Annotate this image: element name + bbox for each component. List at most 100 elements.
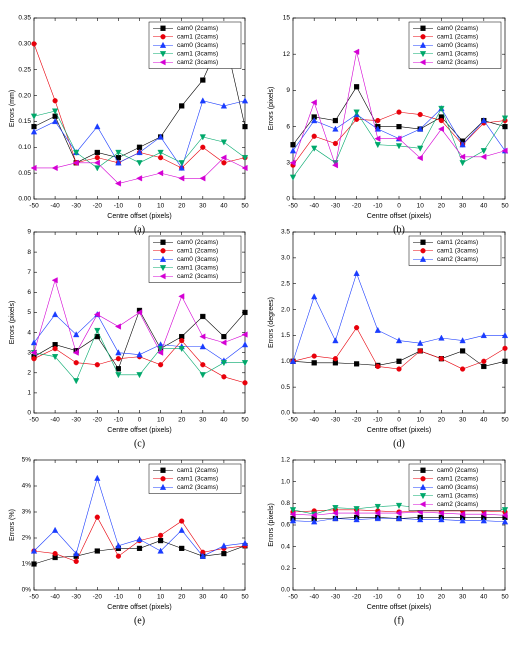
legend-label: cam1 (3cams) [177,264,218,271]
legend-label: cam0 (2cams) [177,25,218,32]
legend-marker [420,25,426,31]
marker [417,516,424,523]
x-axis-label: Centre offset (pixels) [367,604,431,611]
y-tick-label: 0.5 [281,384,290,391]
y-tick-label: 6 [286,123,290,130]
x-tick-label: -50 [29,594,39,601]
marker [115,356,122,362]
marker [52,550,58,557]
legend-marker [159,41,167,48]
marker [241,155,249,162]
legend-label: cam1 (2cams) [177,33,218,40]
marker [94,548,100,554]
x-tick-label: 10 [417,594,425,601]
x-tick-label: 0 [138,417,142,424]
marker [241,164,248,172]
y-axis-label: Errors (%) [9,509,16,541]
marker [480,517,487,524]
marker [115,372,122,379]
marker [200,77,206,83]
marker [310,99,317,106]
x-tick-label: 30 [459,594,467,601]
marker [115,149,122,156]
x-tick-label: 10 [157,417,165,424]
legend-marker [160,248,166,254]
x-tick-label: -20 [352,594,362,601]
marker [438,356,445,362]
marker [501,507,509,514]
y-tick-label: 0.0 [281,410,290,417]
caption: (a) [134,224,145,235]
marker [136,149,143,156]
marker [220,102,228,109]
x-tick-label: -50 [29,203,39,210]
marker [136,351,143,358]
marker [94,327,101,334]
x-tick-label: -20 [93,203,103,210]
y-tick-label: 0 [286,196,290,203]
marker [502,358,508,364]
caption: (b) [393,224,405,235]
marker [115,349,122,356]
marker [417,339,424,346]
marker [242,309,248,316]
x-tick-label: 30 [199,203,207,210]
y-tick-label: 5% [22,457,32,464]
marker [437,125,444,133]
marker [199,134,206,141]
y-tick-label: 7 [27,269,31,276]
marker [94,155,100,161]
marker [157,149,164,156]
legend-marker [419,493,427,500]
legend-marker [160,34,166,40]
legend: cam0 (2cams)cam1 (2cams) cam0 (3cams)cam1… [408,21,502,69]
marker [73,331,80,338]
marker [374,515,381,522]
legend-label: cam0 (2cams) [437,25,478,32]
panel: -50 -40 -30 -20 -10 0 10 20 30 40 50 0% 1% 2% 3% 4% 5% Ce… [9,457,249,627]
y-tick-label: 12 [283,51,291,58]
marker [481,363,487,370]
y-tick-label: 0.30 [18,41,31,48]
x-tick-label: -40 [50,594,60,601]
marker [221,333,227,340]
x-tick-label: -30 [331,203,341,210]
marker [94,165,101,172]
marker [289,147,297,154]
series-line [33,540,246,565]
x-tick-label: -40 [50,417,60,424]
x-tick-label: 30 [459,203,467,210]
marker [459,511,466,518]
y-axis-label: Errors (pixels) [9,301,16,345]
marker [374,142,381,149]
marker [30,349,37,356]
marker [395,143,403,150]
legend-marker [159,255,167,262]
marker [30,128,38,135]
legend-label: cam1 (3cams) [437,50,478,57]
legend-label: cam2 (3cams) [177,59,218,66]
marker [395,515,403,522]
x-tick-label: 50 [501,594,509,601]
marker [417,111,423,118]
legend-label: cam0 (3cams) [437,42,478,49]
panel: -50 -40 -30 -20 -10 0 10 20 30 40 50 0 3 6 9 12 15 Centre… [268,15,509,236]
marker [417,348,423,354]
legend-marker [419,59,426,66]
y-tick-label: 1% [22,561,32,568]
marker [51,526,59,533]
y-tick-label: 1.2 [281,457,290,464]
marker [501,115,509,122]
marker [289,174,297,181]
y-tick-label: 9 [286,87,290,94]
legend-marker [159,273,166,280]
x-tick-label: -20 [352,417,362,424]
x-tick-label: -30 [331,417,341,424]
marker [437,509,444,517]
legend-marker [159,265,167,272]
legend: cam0 (2cams)cam1 (2cams) cam0 (3cams)cam1… [148,21,242,69]
marker [200,144,206,150]
marker [114,323,122,330]
marker [311,117,318,124]
y-tick-label: 3 [286,160,290,167]
